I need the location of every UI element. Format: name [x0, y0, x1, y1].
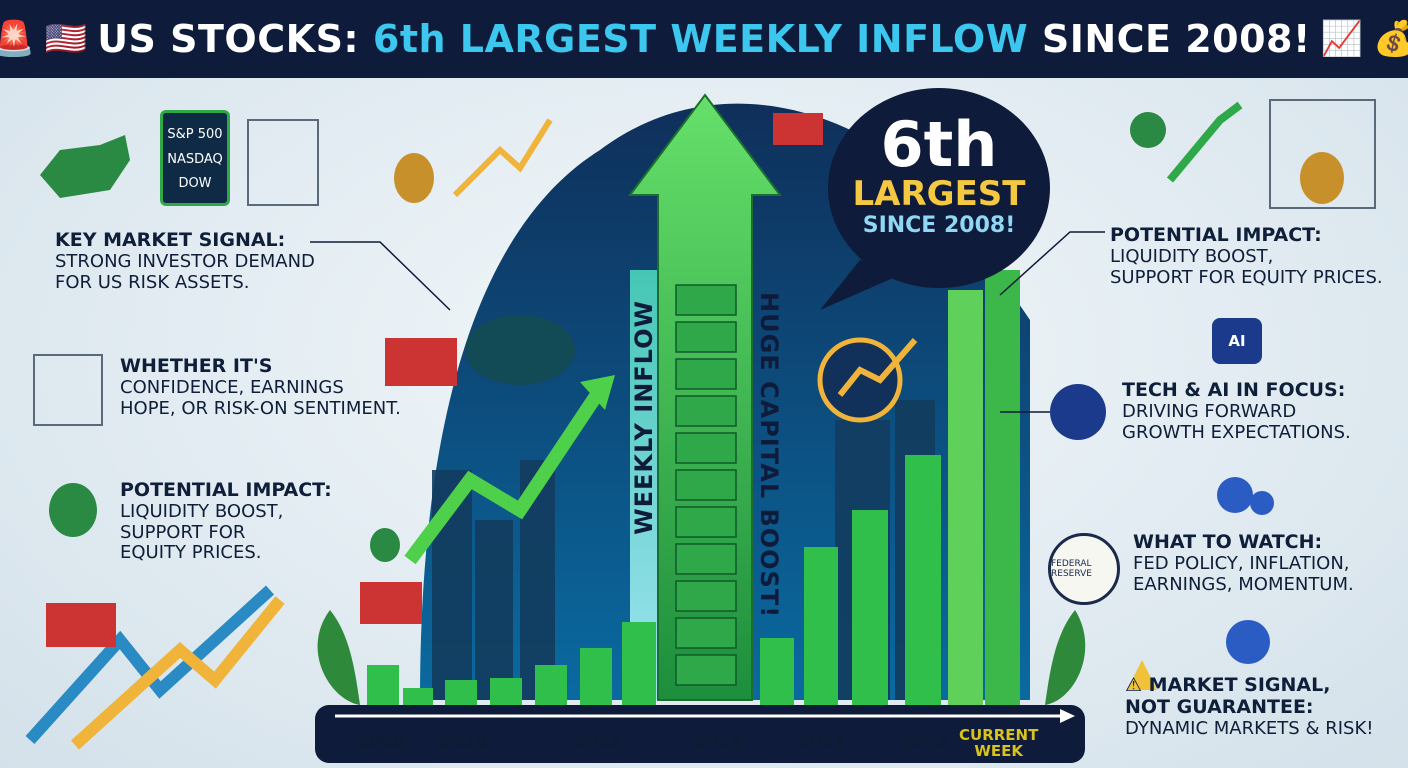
growth-arrow-icon — [25, 585, 275, 745]
cash-stack — [675, 321, 737, 353]
vertical-weekly-inflow: WEEKLY INFLOW — [630, 300, 658, 535]
bubble-number: 6th — [880, 108, 998, 181]
growth-arrow-icon — [70, 596, 285, 750]
market-signal-text: ⚠ MARKET SIGNAL, NOT GUARANTEE: DYNAMIC … — [1125, 674, 1374, 739]
flag-icon — [385, 338, 457, 386]
flag-icon — [46, 603, 116, 647]
sixth-largest-bubble: 6th LARGEST SINCE 2008! — [828, 88, 1050, 288]
money-bag-icon: 💰 — [1373, 20, 1408, 58]
cash-stack — [675, 469, 737, 501]
callout-line — [310, 241, 451, 311]
flag-icon — [360, 582, 422, 624]
page-title: US STOCKS: 6th LARGEST WEEKLY INFLOW SIN… — [97, 17, 1311, 61]
bar — [367, 665, 399, 705]
gear-people-icon — [1226, 620, 1270, 664]
bar — [535, 665, 567, 705]
header-banner: 🚨 🇺🇸 US STOCKS: 6th LARGEST WEEKLY INFLO… — [0, 0, 1408, 78]
fed-seal-icon: FEDERAL RESERVE — [1048, 533, 1120, 605]
bar — [445, 680, 477, 705]
dow-label: DOW — [178, 176, 212, 192]
bubble-since: SINCE 2008! — [862, 213, 1016, 239]
cash-stack — [675, 432, 737, 464]
growth-icon-arrow — [837, 338, 918, 397]
trend-arrowhead — [580, 375, 615, 410]
cash-stack — [675, 506, 737, 538]
left-potential-impact-text: POTENTIAL IMPACT: LIQUIDITY BOOST, SUPPO… — [120, 479, 332, 564]
nasdaq-label: NASDAQ — [167, 151, 223, 167]
bar — [852, 510, 888, 705]
whether-text: WHETHER IT'S CONFIDENCE, EARNINGS HOPE, … — [120, 355, 401, 419]
vertical-huge-capital-boost: HUGE CAPITAL BOOST! — [755, 292, 783, 619]
bull-silhouette — [465, 315, 575, 385]
cash-stack — [675, 617, 737, 649]
index-panel: S&P 500 NASDAQ DOW — [160, 110, 230, 206]
chart-icon — [33, 354, 103, 426]
growth-icon-ring — [817, 337, 903, 423]
axis-label-2010: 2010 — [440, 732, 488, 752]
cash-stack — [675, 395, 737, 427]
axis-label-2023: 2023 — [900, 732, 948, 752]
x-axis-arrowhead — [1060, 709, 1075, 723]
bar — [985, 270, 1020, 705]
us-flag-icon: 🇺🇸 — [44, 20, 88, 58]
growth-arrow-icon — [1166, 101, 1243, 183]
central-artwork — [25, 93, 1376, 763]
right-potential-impact-text: POTENTIAL IMPACT: LIQUIDITY BOOST, SUPPO… — [1110, 224, 1383, 288]
chart-icon — [1269, 99, 1376, 209]
bar — [490, 678, 522, 705]
money-bag-icon — [394, 153, 434, 203]
bar — [948, 290, 983, 705]
warning-icon — [1127, 660, 1157, 690]
siren-icon: 🚨 — [0, 20, 35, 58]
bubble-largest: LARGEST — [852, 174, 1026, 214]
flag-icon — [773, 113, 823, 145]
sp500-label: S&P 500 — [167, 127, 223, 142]
key-market-signal-text: KEY MARKET SIGNAL: STRONG INVESTOR DEMAN… — [55, 229, 315, 293]
tech-ai-text: TECH & AI IN FOCUS: DRIVING FORWARD GROW… — [1122, 379, 1351, 443]
callout-line — [999, 231, 1105, 296]
bar — [403, 688, 433, 705]
bar — [905, 455, 941, 705]
bar — [804, 547, 838, 705]
axis-label-2008: 2008 — [357, 732, 405, 752]
axis-label-current-week: CURRENT WEEK — [955, 726, 1043, 762]
gear-icon — [1250, 491, 1274, 515]
bull-icon — [40, 135, 130, 198]
bar — [760, 638, 794, 705]
dollar-coin-icon — [1130, 112, 1166, 148]
chart-icon — [247, 119, 319, 206]
cash-stack — [675, 358, 737, 390]
city-building — [475, 520, 513, 700]
leaf-left — [317, 610, 360, 705]
ai-chip-icon: AI — [1212, 318, 1262, 364]
cash-stack — [675, 284, 737, 316]
money-bag-icon — [49, 483, 97, 537]
trend-arrow-left — [404, 386, 606, 565]
cash-stack — [675, 654, 737, 686]
axis-label-2019: 2019 — [695, 732, 743, 752]
growth-arrow-icon — [452, 118, 553, 198]
axis-label-2021: 2021 — [798, 732, 846, 752]
cash-stack — [675, 580, 737, 612]
bar — [580, 648, 612, 705]
cash-stack — [675, 543, 737, 575]
what-to-watch-text: WHAT TO WATCH: FED POLICY, INFLATION, EA… — [1133, 531, 1354, 595]
axis-label-2015: 2015 — [575, 732, 623, 752]
chart-up-icon: 📈 — [1320, 20, 1364, 58]
leaf-right — [1045, 610, 1086, 705]
gear-icon — [1217, 477, 1253, 513]
money-bag-icon — [370, 528, 400, 562]
chip-circle-icon — [1050, 384, 1106, 440]
money-bag-icon — [1300, 152, 1344, 204]
bar — [622, 622, 656, 705]
axis-base — [315, 705, 1085, 763]
